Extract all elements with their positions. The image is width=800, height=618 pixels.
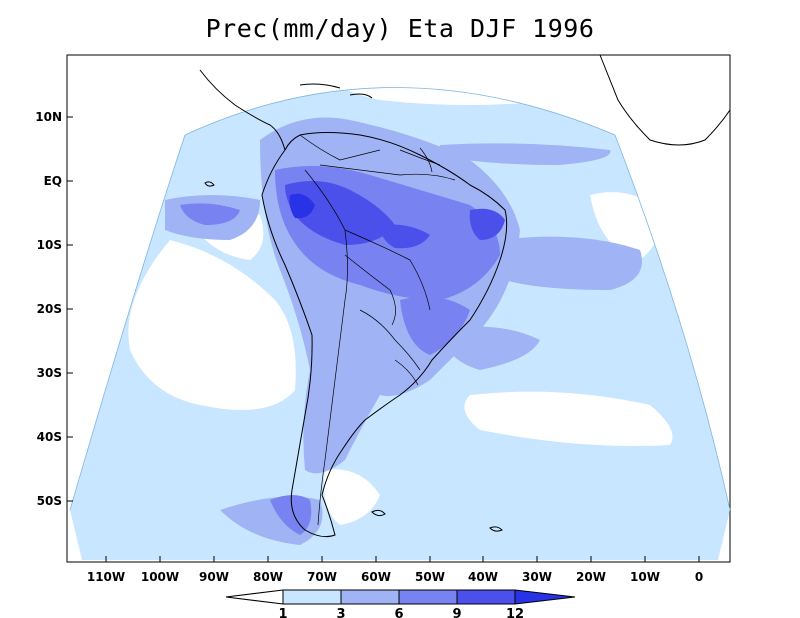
border-brazil-north <box>319 164 456 181</box>
border-guianas <box>399 147 441 173</box>
border-uruguay <box>394 359 419 386</box>
colorbar-segment-6-9 <box>399 590 457 604</box>
lat-axis: 10N EQ 10S 20S 30S 40S 50S <box>35 110 73 508</box>
rain-6-9-south-chile-coast <box>270 495 312 535</box>
colorbar-label: 1 <box>278 607 287 618</box>
caribbean-islands <box>299 83 373 99</box>
falklands <box>371 509 386 517</box>
country-borders <box>299 134 456 526</box>
lat-tick-label: 40S <box>37 430 62 444</box>
rain-9-12-northeast-brazil <box>469 208 505 240</box>
dry-region-atlantic-south <box>464 391 673 446</box>
lon-tick-label: 30W <box>522 570 552 584</box>
colorbar: 1 3 6 9 12 <box>225 589 576 618</box>
central-america-coast <box>199 69 286 151</box>
map-title: Prec(mm/day) Eta DJF 1996 <box>205 14 595 43</box>
border-venezuela-colombia <box>299 134 381 161</box>
colorbar-segment-lt1 <box>226 590 283 604</box>
rain-9-12-bolivia <box>380 224 430 249</box>
lat-tick-label: 10S <box>37 238 62 252</box>
lon-tick-label: 60W <box>361 570 391 584</box>
lon-tick-label: 0 <box>695 570 703 584</box>
rain-gt12-andes-east <box>289 193 315 219</box>
lat-tick-label: EQ <box>44 174 62 188</box>
border-brazil-west <box>344 229 431 311</box>
lon-tick-label: 110W <box>87 570 125 584</box>
lon-tick-label: 10W <box>630 570 660 584</box>
lon-tick-label: 90W <box>199 570 229 584</box>
lat-tick-label: 10N <box>35 110 62 124</box>
model-domain-outline <box>69 87 731 511</box>
africa-coast <box>599 54 731 146</box>
rain-3-6-atlantic-band <box>500 236 642 290</box>
colorbar-label: 9 <box>452 607 461 618</box>
border-andes-line <box>304 169 348 526</box>
lat-tick-label: 20S <box>37 302 62 316</box>
lon-axis: 110W 100W 90W 80W 70W 60W 50W 40W 30W 20… <box>87 556 703 584</box>
border-paraguay-argentina <box>359 309 421 371</box>
coastlines <box>199 54 731 538</box>
colorbar-segment-1-3 <box>283 590 341 604</box>
colorbar-outline <box>225 589 576 605</box>
border-bolivia <box>344 254 396 326</box>
lat-tick-label: 30S <box>37 366 62 380</box>
colorbar-segment-9-12 <box>457 590 515 604</box>
lon-tick-label: 20W <box>576 570 606 584</box>
rain-6-9-pacific-itcz <box>180 203 240 225</box>
lon-tick-label: 70W <box>307 570 337 584</box>
lon-tick-label: 40W <box>468 570 498 584</box>
lon-tick-label: 50W <box>415 570 445 584</box>
galapagos <box>204 181 215 187</box>
lon-tick-label: 100W <box>141 570 179 584</box>
dry-region-pacific-south <box>128 240 296 410</box>
colorbar-segment-3-6 <box>341 590 399 604</box>
dry-region-patagonia-east <box>324 469 380 525</box>
colorbar-label: 12 <box>506 607 524 618</box>
south-georgia <box>489 526 503 532</box>
rain-3-6-southwest-atlantic <box>440 326 540 370</box>
south-america-coast <box>261 132 508 538</box>
lon-tick-label: 80W <box>253 570 283 584</box>
colorbar-segment-gt12 <box>515 590 575 604</box>
rain-6-9-sacz <box>400 296 470 355</box>
rain-3-6-itcz <box>440 143 611 165</box>
rain-9-12-amazon-core <box>285 181 395 245</box>
colorbar-label: 6 <box>394 607 403 618</box>
colorbar-label: 3 <box>336 607 345 618</box>
lat-tick-label: 50S <box>37 494 62 508</box>
